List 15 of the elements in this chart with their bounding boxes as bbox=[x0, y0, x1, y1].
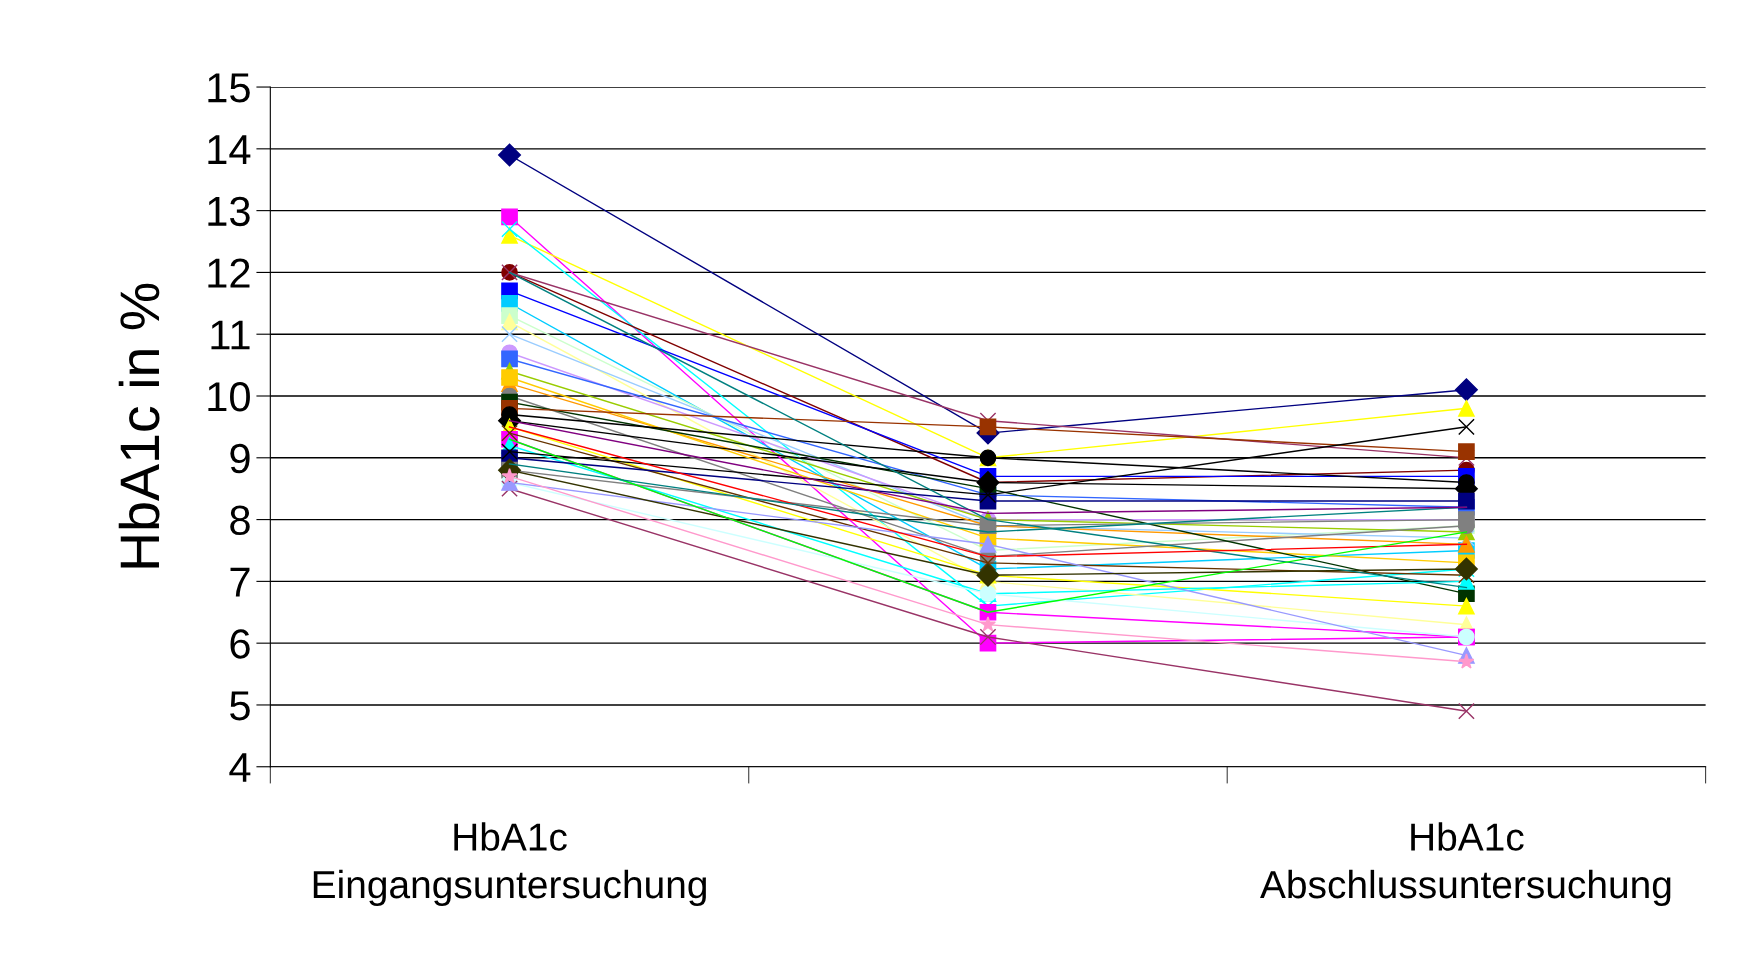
y-tick-label: 15 bbox=[208, 73, 250, 103]
y-tick-label: 9 bbox=[230, 443, 250, 474]
y-tick-label: 4 bbox=[229, 753, 251, 782]
x-tick-label: HbA1c Abschlussuntersuchung bbox=[1260, 822, 1671, 907]
y-tick-label: 14 bbox=[208, 135, 251, 164]
y-tick-label: 5 bbox=[230, 691, 250, 721]
y-tick-label: 13 bbox=[208, 196, 250, 227]
y-axis-title: HbA1c in % bbox=[118, 283, 160, 568]
y-tick-label: 12 bbox=[208, 258, 250, 288]
y-tick-label: 11 bbox=[211, 320, 250, 350]
y-tick-label: 7 bbox=[230, 567, 250, 597]
y-tick-label: 10 bbox=[208, 382, 250, 412]
x-tick-label: HbA1c Eingangsuntersuchung bbox=[313, 822, 706, 907]
y-tick-label: 6 bbox=[230, 629, 250, 659]
y-tick-label: 8 bbox=[230, 505, 250, 536]
